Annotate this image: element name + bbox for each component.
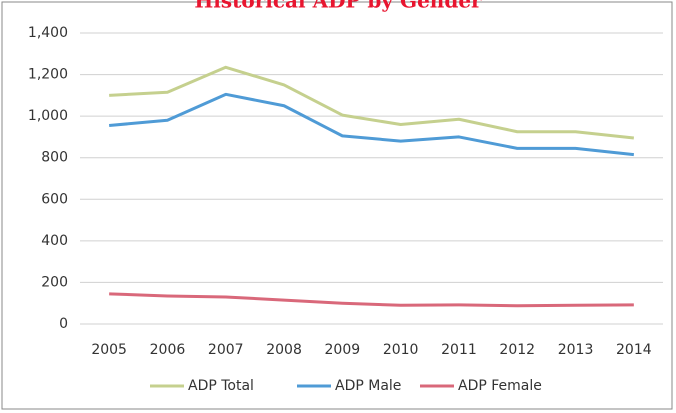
y-tick-label: 600 [41, 191, 68, 207]
y-tick-label: 1,000 [28, 108, 68, 124]
y-tick-label: 1,400 [28, 25, 68, 41]
x-tick-label: 2012 [499, 342, 535, 358]
y-tick-label: 800 [41, 150, 68, 166]
line-series [109, 92, 635, 157]
x-tick-label: 2014 [616, 342, 652, 358]
x-tick-label: 2005 [91, 342, 127, 358]
y-tick-label: 0 [59, 316, 68, 332]
x-tick-label: 2013 [558, 342, 594, 358]
x-tick-label: 2011 [441, 342, 477, 358]
legend-label: ADP Female [458, 378, 542, 394]
line-series [109, 292, 634, 308]
y-tick-label: 1,200 [28, 67, 68, 83]
x-tick-label: 2007 [208, 342, 244, 358]
x-tick-label: 2009 [325, 342, 361, 358]
legend-label: ADP Male [335, 378, 401, 394]
line-series [109, 65, 635, 140]
legend-label: ADP Total [188, 378, 254, 394]
x-tick-label: 2006 [150, 342, 186, 358]
y-tick-label: 200 [41, 274, 68, 290]
x-tick-label: 2010 [383, 342, 419, 358]
x-tick-label: 2008 [266, 342, 302, 358]
chart-title: Historical ADP by Gender [194, 0, 482, 13]
y-tick-label: 400 [41, 233, 68, 249]
